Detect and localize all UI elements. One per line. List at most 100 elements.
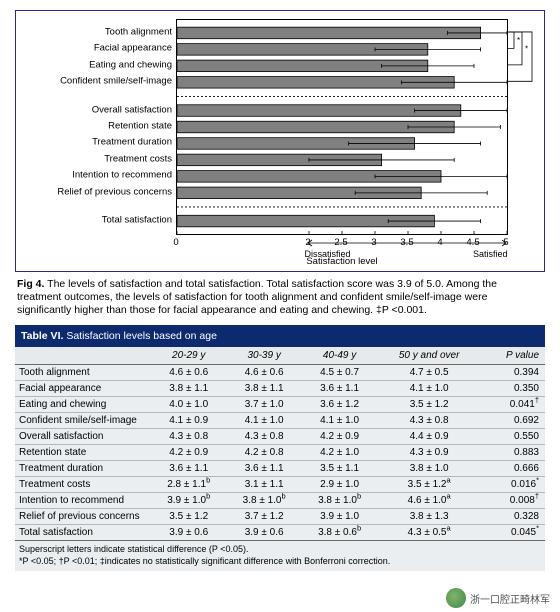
row-label: Treatment costs (15, 477, 151, 493)
row-label: Retention state (15, 445, 151, 461)
row-label: Total satisfaction (15, 525, 151, 541)
svg-text:*: * (517, 36, 520, 45)
p-value: 0.394 (481, 365, 545, 381)
cell: 3.8 ± 1.1 (226, 381, 301, 397)
bar-label: Retention state (108, 121, 172, 131)
table-header: 40-49 y (302, 347, 377, 365)
cell: 3.6 ± 1.1 (302, 381, 377, 397)
cell: 3.6 ± 1.2 (302, 397, 377, 413)
cell: 4.7 ± 0.5 (377, 365, 481, 381)
row-label: Tooth alignment (15, 365, 151, 381)
source-watermark: 浙一口腔正畸林军 (446, 588, 550, 608)
cell: 3.8 ± 0.6b (302, 525, 377, 541)
table-row: Tooth alignment4.6 ± 0.64.6 ± 0.64.5 ± 0… (15, 365, 545, 381)
bar-label: Overall satisfaction (92, 105, 172, 115)
satisfaction-chart: Tooth alignment Facial appearance Eating a… (15, 10, 545, 272)
cell: 4.5 ± 0.7 (302, 365, 377, 381)
cell: 4.1 ± 0.9 (151, 413, 226, 429)
cell: 4.4 ± 0.9 (377, 429, 481, 445)
p-value: 0.045* (481, 525, 545, 541)
row-label: Facial appearance (15, 381, 151, 397)
cell: 4.3 ± 0.5a (377, 525, 481, 541)
cell: 2.8 ± 1.1b (151, 477, 226, 493)
bar-label: Eating and chewing (89, 60, 172, 70)
row-label: Overall satisfaction (15, 429, 151, 445)
table-row: Confident smile/self-image4.1 ± 0.94.1 ±… (15, 413, 545, 429)
row-label: Relief of previous concerns (15, 509, 151, 525)
cell: 3.8 ± 1.1 (151, 381, 226, 397)
cell: 4.2 ± 0.9 (151, 445, 226, 461)
bar-label: Confident smile/self-image (60, 77, 172, 87)
table-row: Intention to recommend3.9 ± 1.0b3.8 ± 1.… (15, 493, 545, 509)
table-footnote: Superscript letters indicate statistical… (15, 541, 545, 571)
bar-label: Total satisfaction (102, 215, 172, 225)
table-row: Facial appearance3.8 ± 1.13.8 ± 1.13.6 ±… (15, 381, 545, 397)
bar-label: Facial appearance (94, 44, 172, 54)
x-axis-title: Satisfaction level (176, 256, 508, 267)
caption-label: Fig 4. (17, 278, 44, 290)
cell: 4.1 ± 1.0 (302, 413, 377, 429)
cell: 3.5 ± 1.1 (302, 461, 377, 477)
table-header: 20-29 y (151, 347, 226, 365)
cell: 4.3 ± 0.9 (377, 445, 481, 461)
row-label: Intention to recommend (15, 493, 151, 509)
bar-label: Intention to recommend (72, 171, 172, 181)
bar-label: Treatment costs (104, 154, 172, 164)
caption-text: The levels of satisfaction and total sat… (17, 278, 497, 316)
bar-label: Tooth alignment (105, 27, 172, 37)
table-row: Overall satisfaction4.3 ± 0.84.3 ± 0.84.… (15, 429, 545, 445)
cell: 3.8 ± 1.0 (377, 461, 481, 477)
cell: 2.9 ± 1.0 (302, 477, 377, 493)
table-body: 20-29 y30-39 y40-49 y50 y and overP valu… (15, 347, 545, 541)
row-label: Confident smile/self-image (15, 413, 151, 429)
table-header (15, 347, 151, 365)
row-label: Treatment duration (15, 461, 151, 477)
cell: 4.1 ± 1.0 (226, 413, 301, 429)
table-header: 50 y and over (377, 347, 481, 365)
cell: 3.7 ± 1.2 (226, 509, 301, 525)
figure-caption: Fig 4. The levels of satisfaction and to… (17, 278, 543, 317)
cell: 3.5 ± 1.2 (377, 397, 481, 413)
p-value: 0.041† (481, 397, 545, 413)
cell: 3.8 ± 1.0b (226, 493, 301, 509)
cell: 3.8 ± 1.3 (377, 509, 481, 525)
cell: 3.6 ± 1.1 (226, 461, 301, 477)
cell: 4.0 ± 1.0 (151, 397, 226, 413)
cell: 3.8 ± 1.0b (302, 493, 377, 509)
cell: 3.9 ± 1.0b (151, 493, 226, 509)
p-value: 0.550 (481, 429, 545, 445)
p-value: 0.016* (481, 477, 545, 493)
p-value: 0.692 (481, 413, 545, 429)
table-vi: Table VI. Satisfaction levels based on a… (15, 325, 545, 571)
p-value: 0.008† (481, 493, 545, 509)
cell: 4.3 ± 0.8 (377, 413, 481, 429)
cell: 4.3 ± 0.8 (226, 429, 301, 445)
cell: 4.3 ± 0.8 (151, 429, 226, 445)
bar-label: Treatment duration (92, 138, 172, 148)
cell: 3.5 ± 1.2a (377, 477, 481, 493)
svg-text:*: * (525, 44, 528, 53)
table-header: P value (481, 347, 545, 365)
cell: 4.2 ± 0.9 (302, 429, 377, 445)
table-title: Table VI. Satisfaction levels based on a… (15, 325, 545, 347)
cell: 3.9 ± 0.6 (226, 525, 301, 541)
table-row: Retention state4.2 ± 0.94.2 ± 0.84.2 ± 1… (15, 445, 545, 461)
cell: 4.2 ± 0.8 (226, 445, 301, 461)
cell: 3.7 ± 1.0 (226, 397, 301, 413)
cell: 4.6 ± 1.0a (377, 493, 481, 509)
row-label: Eating and chewing (15, 397, 151, 413)
p-value: 0.328 (481, 509, 545, 525)
cell: 4.1 ± 1.0 (377, 381, 481, 397)
watermark-text: 浙一口腔正畸林军 (470, 591, 550, 606)
cell: 4.6 ± 0.6 (226, 365, 301, 381)
cell: 3.9 ± 0.6 (151, 525, 226, 541)
p-value: 0.350 (481, 381, 545, 397)
p-value: 0.883 (481, 445, 545, 461)
watermark-icon (446, 588, 466, 608)
cell: 3.1 ± 1.1 (226, 477, 301, 493)
cell: 3.6 ± 1.1 (151, 461, 226, 477)
bar-label: Relief of previous concerns (57, 187, 172, 197)
table-row: Treatment duration3.6 ± 1.13.6 ± 1.13.5 … (15, 461, 545, 477)
table-row: Total satisfaction3.9 ± 0.63.9 ± 0.63.8 … (15, 525, 545, 541)
cell: 4.6 ± 0.6 (151, 365, 226, 381)
